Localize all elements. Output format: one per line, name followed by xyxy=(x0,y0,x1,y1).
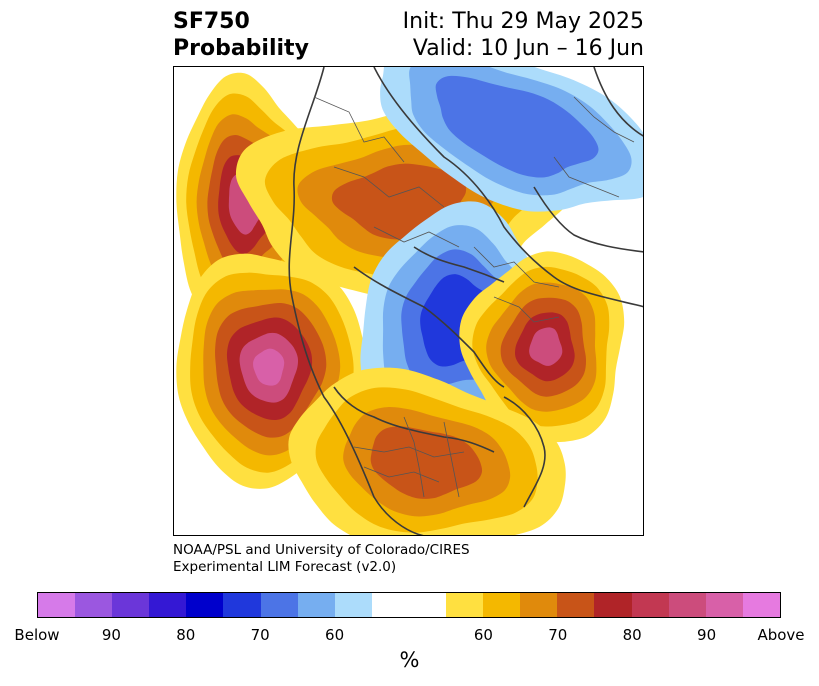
north-atlantic-max-region xyxy=(459,251,625,443)
coastline xyxy=(353,266,505,388)
border-line xyxy=(443,421,460,498)
coastline xyxy=(533,186,643,253)
border-line xyxy=(373,226,460,248)
colorbar-tick-label: 60 xyxy=(473,626,493,644)
credit-text: NOAA/PSL and University of Colorado/CIRE… xyxy=(173,542,470,576)
forecast-map xyxy=(173,66,644,536)
colorbar-tick-label: 70 xyxy=(548,626,568,644)
border-line xyxy=(313,96,405,163)
forecast-dates: Init: Thu 29 May 2025 Valid: 10 Jun – 16… xyxy=(403,8,644,62)
variable-type: Probability xyxy=(173,36,309,61)
colorbar-segment xyxy=(149,593,187,617)
colorbar-tick-label: Above xyxy=(757,626,805,644)
coastline xyxy=(288,67,425,535)
colorbar-tick-label: 90 xyxy=(101,626,121,644)
coastline xyxy=(593,67,643,137)
colorbar-segment xyxy=(742,593,780,617)
colorbar-segment xyxy=(557,593,595,617)
colorbar-segment xyxy=(594,593,632,617)
coastline xyxy=(333,386,495,453)
colorbar-segment xyxy=(631,593,669,617)
colorbar-segment xyxy=(334,593,372,617)
colorbar-segment xyxy=(371,593,447,617)
contour-level xyxy=(529,327,563,366)
colorbar-unit: % xyxy=(399,648,420,672)
border-line xyxy=(353,446,465,458)
colorbar-segment xyxy=(297,593,335,617)
colorbar-segment xyxy=(483,593,521,617)
coastline xyxy=(503,396,546,508)
border-line xyxy=(493,296,560,323)
border-line xyxy=(553,156,620,198)
colorbar-segment xyxy=(446,593,484,617)
coastline xyxy=(373,67,643,308)
border-line xyxy=(333,166,445,208)
border-line xyxy=(573,96,635,143)
colorbar-segment xyxy=(186,593,224,617)
europe-arctic-cold-region xyxy=(360,201,565,425)
colorbar-segment xyxy=(75,593,113,617)
variable-name: SF750 xyxy=(173,9,250,34)
credit-line-2: Experimental LIM Forecast (v2.0) xyxy=(173,559,397,575)
border-line xyxy=(403,416,425,498)
coastlines xyxy=(288,67,643,535)
probability-shading xyxy=(176,67,643,535)
colorbar-tick-label: 80 xyxy=(622,626,642,644)
contour-level xyxy=(435,75,599,178)
valid-range: Valid: 10 Jun – 16 Jun xyxy=(412,36,644,61)
border-line xyxy=(473,246,560,288)
colorbar-segment xyxy=(38,593,76,617)
colorbar-segment xyxy=(260,593,298,617)
credit-line-1: NOAA/PSL and University of Colorado/CIRE… xyxy=(173,542,470,558)
colorbar-labels: Below 90 80 70 60 60 70 80 90 Above xyxy=(14,626,804,646)
map-canvas xyxy=(176,67,643,535)
contour-level xyxy=(253,348,285,386)
colorbar xyxy=(37,592,781,618)
colorbar-tick-label: 70 xyxy=(250,626,270,644)
colorbar-tick-label: Below xyxy=(14,626,60,644)
map-title: SF750 Probability xyxy=(173,8,309,62)
contour-level xyxy=(370,426,483,499)
political-borders xyxy=(313,96,635,498)
colorbar-segment xyxy=(112,593,150,617)
colorbar-segment xyxy=(223,593,261,617)
colorbar-segment xyxy=(520,593,558,617)
colorbar-tick-label: 90 xyxy=(697,626,717,644)
colorbar-tick-label: 80 xyxy=(176,626,196,644)
coastline xyxy=(413,246,505,283)
border-line xyxy=(363,466,440,483)
colorbar-segment xyxy=(668,593,706,617)
colorbar-segment xyxy=(705,593,743,617)
init-date: Init: Thu 29 May 2025 xyxy=(402,9,644,34)
colorbar-tick-label: 60 xyxy=(325,626,345,644)
